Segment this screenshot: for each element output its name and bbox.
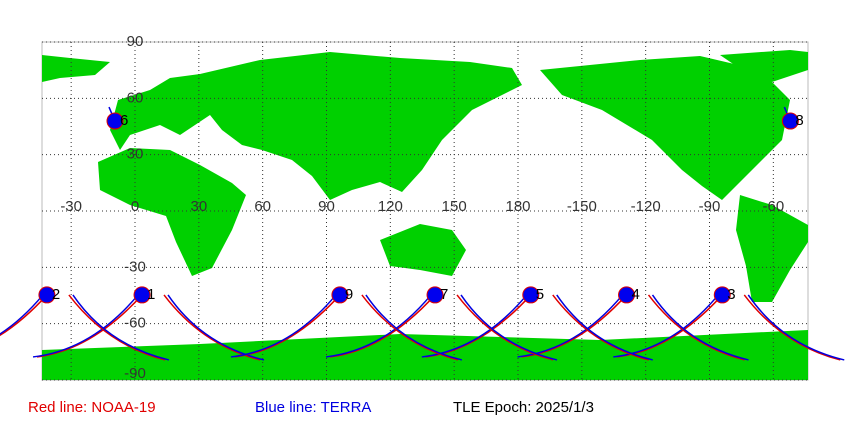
lat-tick-label: -90 bbox=[124, 365, 146, 382]
lon-tick-label: 0 bbox=[131, 198, 139, 215]
marker-label: 3 bbox=[727, 286, 735, 303]
orbit-track bbox=[421, 294, 528, 358]
satellite-marker bbox=[618, 286, 636, 304]
marker-label: 1 bbox=[147, 286, 155, 303]
orbit-track bbox=[365, 294, 463, 361]
lon-tick-label: 120 bbox=[378, 198, 403, 215]
orbit-track bbox=[552, 294, 649, 361]
marker-label: 7 bbox=[440, 286, 448, 303]
orbit-track bbox=[651, 294, 749, 361]
grid bbox=[42, 41, 808, 381]
lon-tick-label: -90 bbox=[699, 198, 721, 215]
orbit-track bbox=[361, 294, 459, 361]
orbit-track bbox=[0, 294, 48, 337]
lon-tick-label: -30 bbox=[60, 198, 82, 215]
orbit-track bbox=[747, 294, 845, 361]
orbit-track bbox=[647, 294, 745, 361]
lon-tick-label: 60 bbox=[254, 198, 271, 215]
orbit-track bbox=[68, 294, 166, 361]
markers: 1 2 3 4 5 6 7 8 9 bbox=[38, 112, 804, 304]
tracks bbox=[0, 106, 845, 361]
orbit-track bbox=[613, 294, 719, 358]
marker-label: 8 bbox=[795, 112, 803, 129]
lon-tick-label: 180 bbox=[505, 198, 530, 215]
satellite-marker bbox=[133, 286, 151, 304]
lat-tick-label: -30 bbox=[124, 258, 146, 275]
orbit-track bbox=[163, 294, 261, 361]
satellite-marker bbox=[781, 112, 799, 130]
marker-label: 6 bbox=[120, 112, 128, 129]
legend-blue: Blue line: TERRA bbox=[255, 399, 371, 416]
orbit-track bbox=[32, 294, 139, 358]
satellite-marker bbox=[426, 286, 444, 304]
lon-tick-label: -120 bbox=[631, 198, 661, 215]
orbit-track bbox=[0, 294, 44, 335]
orbit-track bbox=[460, 294, 558, 361]
orbit-track bbox=[556, 294, 653, 361]
lon-tick-label: 30 bbox=[190, 198, 207, 215]
orbit-track bbox=[325, 294, 432, 358]
lat-tick-label: 60 bbox=[127, 89, 144, 106]
marker-label: 5 bbox=[536, 286, 544, 303]
satellite-marker bbox=[713, 286, 731, 304]
lon-tick-label: -60 bbox=[762, 198, 784, 215]
satellite-marker bbox=[38, 286, 56, 304]
marker-label: 4 bbox=[632, 286, 640, 303]
orbit-track bbox=[230, 294, 337, 358]
orbit-track bbox=[72, 294, 170, 361]
orbit-track bbox=[743, 294, 841, 361]
satellite-marker bbox=[522, 286, 540, 304]
orbit-track bbox=[167, 294, 265, 361]
lat-tick-label: 30 bbox=[127, 146, 144, 163]
land bbox=[42, 50, 808, 380]
lon-tick-label: -150 bbox=[567, 198, 597, 215]
orbit-track bbox=[517, 294, 624, 358]
legend-red: Red line: NOAA-19 bbox=[28, 399, 156, 416]
tick-labels: -30 0 30 60 90 120 150 180 -150 -120 -90 -60 90 60 30 -… bbox=[60, 33, 784, 382]
satellite-marker bbox=[331, 286, 349, 304]
satellite-marker bbox=[106, 112, 124, 130]
orbit-track bbox=[456, 294, 554, 361]
lon-tick-label: 150 bbox=[442, 198, 467, 215]
tle-epoch: TLE Epoch: 2025/1/3 bbox=[453, 399, 594, 416]
lat-tick-label: -60 bbox=[124, 315, 146, 332]
marker-label: 2 bbox=[52, 286, 60, 303]
lat-tick-label: 90 bbox=[127, 33, 144, 50]
lon-tick-label: 90 bbox=[318, 198, 335, 215]
marker-label: 9 bbox=[345, 286, 353, 303]
